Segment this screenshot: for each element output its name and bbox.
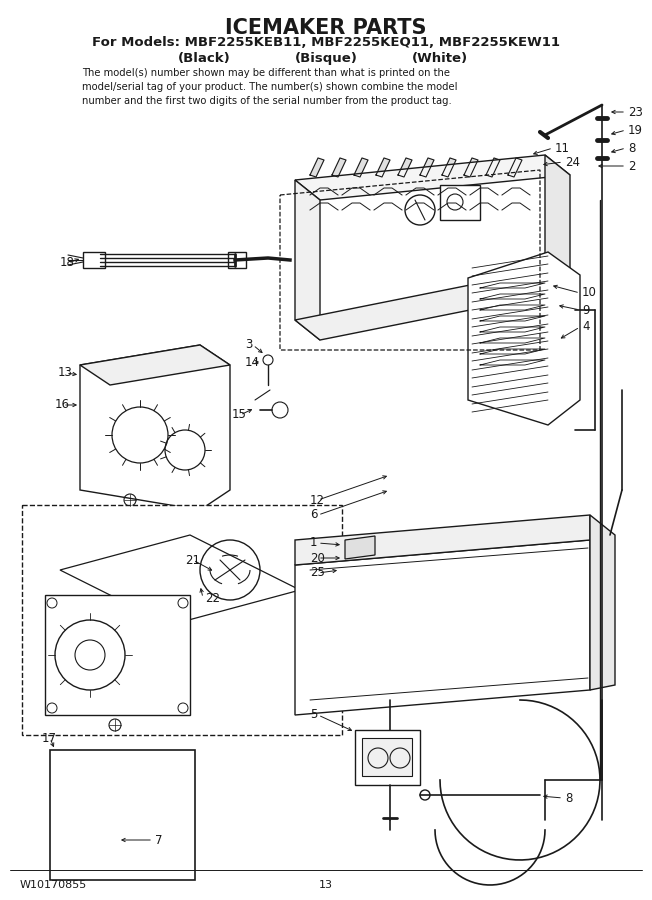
Text: 14: 14 — [245, 356, 260, 368]
Polygon shape — [398, 158, 412, 177]
Text: (White): (White) — [412, 52, 468, 65]
Text: 17: 17 — [42, 732, 57, 744]
Bar — [355, 730, 420, 785]
Text: 3: 3 — [245, 338, 252, 352]
Polygon shape — [345, 536, 375, 559]
Text: 7: 7 — [155, 833, 162, 847]
Polygon shape — [310, 158, 324, 177]
Polygon shape — [545, 155, 570, 315]
Text: 10: 10 — [582, 286, 597, 300]
Polygon shape — [295, 155, 570, 200]
Bar — [362, 738, 412, 776]
Bar — [440, 185, 480, 220]
Bar — [228, 252, 246, 268]
Polygon shape — [468, 252, 580, 425]
Text: 21: 21 — [185, 554, 200, 566]
Polygon shape — [295, 540, 590, 715]
Text: 2: 2 — [628, 159, 636, 173]
Polygon shape — [464, 158, 478, 177]
Text: 24: 24 — [565, 156, 580, 168]
Polygon shape — [80, 345, 230, 510]
Polygon shape — [508, 158, 522, 177]
Text: 8: 8 — [628, 141, 636, 155]
Text: 8: 8 — [565, 791, 572, 805]
Text: 18: 18 — [60, 256, 75, 269]
Text: 25: 25 — [310, 566, 325, 580]
Text: 22: 22 — [205, 591, 220, 605]
Text: (Bisque): (Bisque) — [295, 52, 357, 65]
Polygon shape — [442, 158, 456, 177]
Text: 19: 19 — [628, 123, 643, 137]
Text: For Models: MBF2255KEB11, MBF2255KEQ11, MBF2255KEW11: For Models: MBF2255KEB11, MBF2255KEQ11, … — [92, 36, 560, 49]
Text: 13: 13 — [58, 366, 73, 380]
Text: 13: 13 — [319, 880, 333, 890]
Text: 4: 4 — [582, 320, 589, 334]
Polygon shape — [354, 158, 368, 177]
Polygon shape — [590, 515, 615, 690]
Polygon shape — [60, 535, 300, 625]
Text: The model(s) number shown may be different than what is printed on the
model/ser: The model(s) number shown may be differe… — [82, 68, 458, 106]
Text: 6: 6 — [310, 508, 318, 521]
Polygon shape — [486, 158, 500, 177]
Polygon shape — [332, 158, 346, 177]
Polygon shape — [376, 158, 390, 177]
Text: 15: 15 — [232, 409, 247, 421]
Bar — [45, 595, 190, 715]
Text: 12: 12 — [310, 493, 325, 507]
Polygon shape — [295, 275, 545, 340]
Text: 9: 9 — [582, 303, 589, 317]
Text: 5: 5 — [310, 708, 318, 722]
Text: (Black): (Black) — [177, 52, 230, 65]
Text: W10170855: W10170855 — [20, 880, 87, 890]
Text: 20: 20 — [310, 552, 325, 564]
Circle shape — [420, 790, 430, 800]
Text: ICEMAKER PARTS: ICEMAKER PARTS — [225, 18, 427, 38]
Polygon shape — [295, 515, 590, 565]
Text: 1: 1 — [310, 536, 318, 550]
Polygon shape — [80, 345, 230, 385]
Polygon shape — [420, 158, 434, 177]
Text: 23: 23 — [628, 105, 643, 119]
Bar — [83, 252, 105, 268]
Polygon shape — [295, 180, 320, 340]
Text: 11: 11 — [555, 141, 570, 155]
Bar — [22, 505, 342, 735]
Bar — [50, 750, 195, 880]
Text: 16: 16 — [55, 399, 70, 411]
